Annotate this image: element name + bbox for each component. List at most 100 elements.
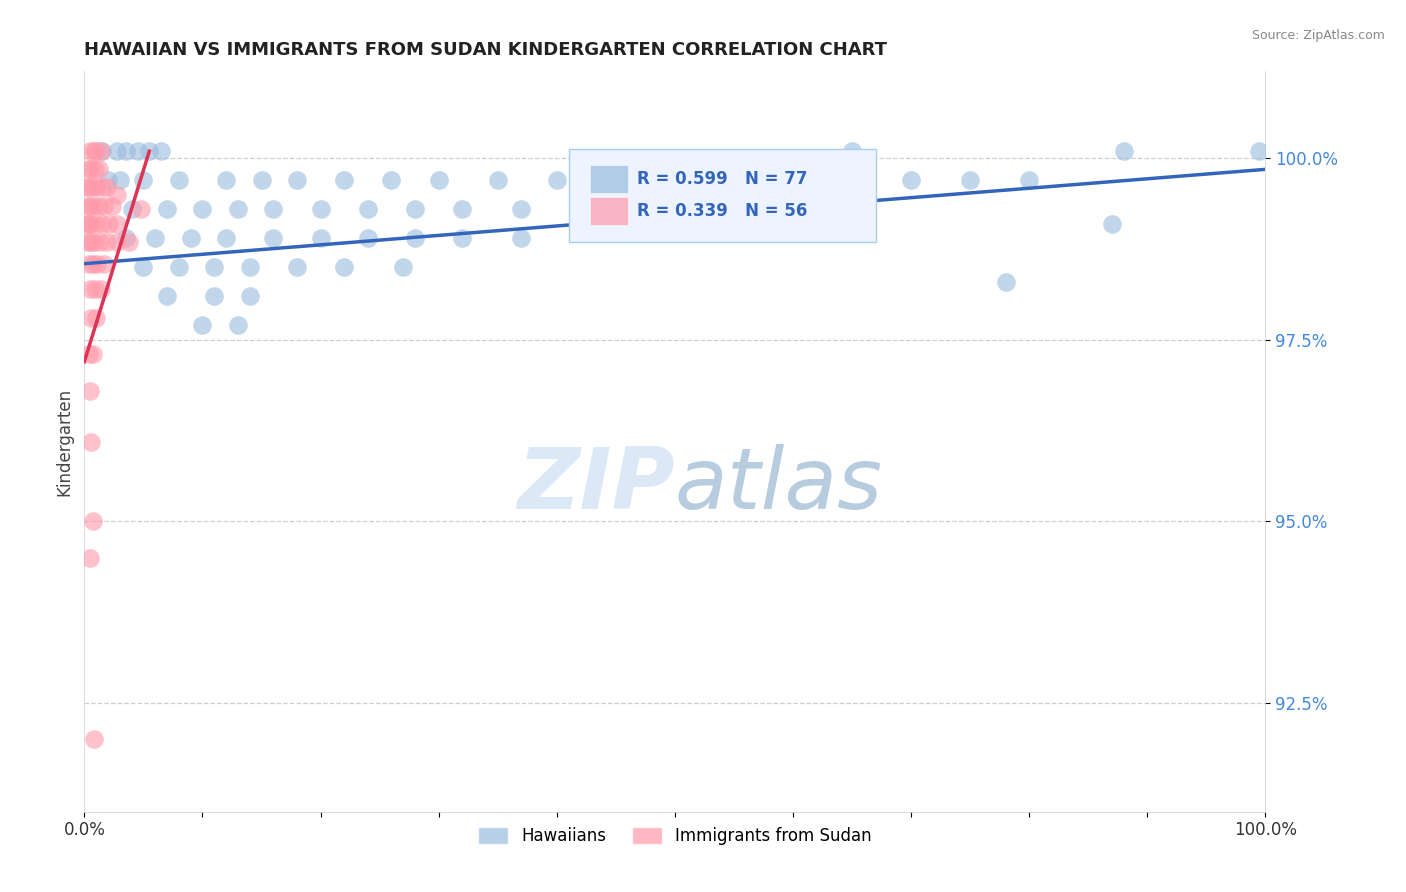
- Point: [664, 173, 686, 187]
- Legend: Hawaiians, Immigrants from Sudan: Hawaiians, Immigrants from Sudan: [471, 820, 879, 852]
- Text: HAWAIIAN VS IMMIGRANTS FROM SUDAN KINDERGARTEN CORRELATION CHART: HAWAIIAN VS IMMIGRANTS FROM SUDAN KINDER…: [84, 41, 887, 59]
- Point: [392, 260, 415, 275]
- Point: [79, 235, 101, 249]
- Point: [96, 180, 118, 194]
- Point: [333, 260, 356, 275]
- Point: [83, 199, 105, 213]
- Point: [79, 384, 101, 398]
- Point: [89, 235, 111, 249]
- Point: [82, 347, 104, 361]
- Point: [309, 231, 332, 245]
- Point: [747, 202, 769, 217]
- Point: [546, 173, 568, 187]
- Point: [404, 231, 426, 245]
- Y-axis label: Kindergarten: Kindergarten: [55, 387, 73, 496]
- Point: [285, 260, 308, 275]
- Point: [77, 257, 100, 271]
- Point: [77, 217, 100, 231]
- Point: [605, 173, 627, 187]
- Point: [138, 145, 160, 159]
- Point: [82, 257, 104, 271]
- Point: [510, 202, 533, 217]
- FancyBboxPatch shape: [591, 197, 627, 226]
- Point: [79, 199, 101, 213]
- Point: [77, 235, 100, 249]
- Point: [239, 260, 262, 275]
- Point: [121, 202, 143, 217]
- Point: [226, 202, 249, 217]
- Point: [202, 260, 225, 275]
- Point: [79, 145, 101, 159]
- Point: [84, 162, 107, 177]
- Point: [82, 515, 104, 529]
- Point: [357, 202, 380, 217]
- Point: [226, 318, 249, 333]
- Point: [841, 145, 863, 159]
- Point: [250, 173, 273, 187]
- Point: [215, 231, 238, 245]
- Point: [90, 282, 112, 296]
- Point: [91, 145, 114, 159]
- Point: [129, 202, 152, 217]
- Point: [782, 173, 804, 187]
- Point: [84, 145, 107, 159]
- Point: [76, 180, 98, 194]
- Point: [167, 173, 190, 187]
- Point: [285, 173, 308, 187]
- Point: [451, 231, 474, 245]
- Point: [510, 231, 533, 245]
- Point: [309, 202, 332, 217]
- Point: [262, 202, 284, 217]
- Point: [77, 180, 100, 194]
- Point: [107, 145, 129, 159]
- Point: [132, 260, 155, 275]
- Text: atlas: atlas: [675, 444, 883, 527]
- Point: [87, 199, 110, 213]
- Text: Source: ZipAtlas.com: Source: ZipAtlas.com: [1251, 29, 1385, 42]
- Point: [202, 289, 225, 303]
- Point: [486, 173, 509, 187]
- Text: ZIP: ZIP: [517, 444, 675, 527]
- Point: [80, 162, 103, 177]
- Point: [91, 180, 114, 194]
- Point: [90, 145, 112, 159]
- Point: [108, 173, 131, 187]
- Point: [80, 434, 103, 449]
- Point: [86, 257, 108, 271]
- Point: [333, 173, 356, 187]
- Point: [82, 180, 104, 194]
- Point: [688, 202, 710, 217]
- Point: [84, 311, 107, 326]
- Point: [1101, 217, 1123, 231]
- Point: [80, 217, 103, 231]
- Point: [1112, 145, 1135, 159]
- Point: [84, 217, 107, 231]
- FancyBboxPatch shape: [568, 149, 876, 242]
- Point: [97, 173, 120, 187]
- Point: [900, 173, 922, 187]
- Point: [87, 162, 110, 177]
- Point: [616, 202, 638, 217]
- Text: R = 0.339   N = 56: R = 0.339 N = 56: [637, 202, 807, 220]
- Point: [98, 217, 121, 231]
- Point: [107, 187, 129, 202]
- Point: [994, 275, 1017, 289]
- Point: [180, 231, 202, 245]
- Point: [380, 173, 402, 187]
- Point: [79, 282, 101, 296]
- Point: [77, 347, 100, 361]
- Point: [107, 217, 129, 231]
- Point: [127, 145, 149, 159]
- Point: [132, 173, 155, 187]
- Point: [77, 199, 100, 213]
- Point: [83, 235, 105, 249]
- Point: [83, 145, 105, 159]
- Point: [239, 289, 262, 303]
- Point: [451, 202, 474, 217]
- Point: [262, 231, 284, 245]
- Point: [1018, 173, 1040, 187]
- Point: [83, 732, 105, 747]
- Point: [167, 260, 190, 275]
- Point: [1249, 145, 1271, 159]
- Point: [96, 235, 118, 249]
